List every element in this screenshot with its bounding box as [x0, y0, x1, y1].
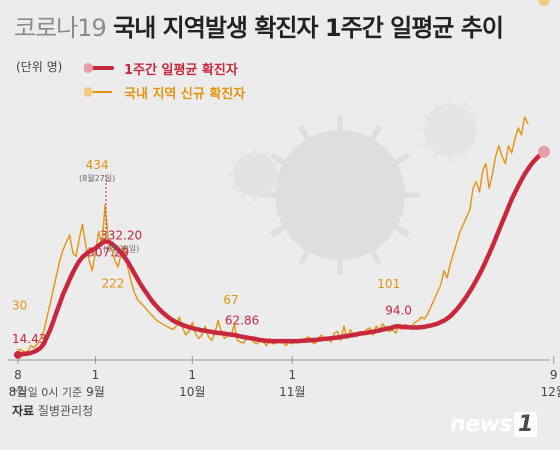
series-line-weekly-avg — [15, 149, 547, 358]
x-tick-day: 1 — [92, 368, 100, 382]
virus-spike — [298, 125, 310, 141]
virus-spike — [433, 151, 438, 158]
data-label: 434 — [86, 158, 109, 172]
virus-spike — [231, 160, 237, 165]
source-value: 질병관리청 — [37, 404, 94, 418]
virus-spike — [298, 249, 310, 265]
legend-avg-swatch — [84, 63, 114, 73]
title-prefix: 코로나19 — [14, 14, 107, 42]
x-tick-month: 12월 — [541, 385, 560, 399]
virus-spike — [370, 249, 382, 265]
data-label: 62.86 — [225, 314, 259, 328]
virus-spike — [231, 185, 237, 190]
virus-spike — [240, 193, 245, 199]
data-label: 101 — [377, 277, 400, 291]
x-tick-day: 1 — [188, 368, 196, 382]
virus-spike — [370, 125, 382, 141]
data-label: 583.1 — [495, 0, 546, 4]
virus-spike — [394, 225, 410, 237]
x-tick-month: 10월 — [179, 385, 205, 399]
virus-spike — [471, 142, 478, 147]
chart-title: 코로나19 국내 지역발생 확진자 1주간 일평균 추이 — [14, 8, 504, 43]
end-marker-daily — [538, 0, 550, 6]
virus-spike — [270, 153, 286, 165]
virus-spike — [270, 225, 286, 237]
virus-spike — [462, 102, 467, 109]
virus-spike — [240, 151, 245, 157]
data-label-note: (8월27일) — [79, 173, 115, 183]
data-label: 332.20 — [100, 228, 142, 242]
data-label: 67 — [223, 293, 238, 307]
virus-spike — [265, 151, 270, 157]
legend-avg-label: 1주간 일평균 확진자 — [124, 62, 238, 78]
x-tick-day: 9 — [550, 368, 558, 382]
source-line: 자료 질병관리청 — [12, 402, 93, 419]
legend-daily-swatch — [84, 87, 112, 97]
source-label: 자료 — [12, 404, 35, 418]
footnote: *각일 0시 기준 — [12, 386, 83, 399]
logo-text: news — [450, 412, 513, 437]
x-tick-day: 1 — [288, 368, 296, 382]
data-label: 30 — [12, 298, 27, 312]
virus-illustration-small — [233, 153, 277, 197]
virus-spike — [265, 193, 270, 199]
chart-legend: 1주간 일평균 확진자 국내 지역 신규 확진자 — [84, 56, 245, 104]
data-label: 662 — [510, 0, 543, 4]
virus-spike — [462, 151, 467, 158]
virus-illustration-small — [424, 104, 476, 156]
legend-item-daily: 국내 지역 신규 확진자 — [84, 80, 245, 104]
x-tick-month: 8월 — [9, 385, 28, 399]
x-tick-day: 8 — [14, 368, 22, 382]
data-label: 307.29 — [87, 245, 129, 259]
virus-spike — [273, 160, 279, 165]
news1-logo: news 1 — [450, 412, 537, 437]
end-marker-avg — [538, 145, 550, 158]
virus-spike — [471, 113, 478, 118]
unit-label: (단위 명) — [16, 60, 63, 74]
x-tick-month: 9월 — [86, 385, 105, 399]
virus-spike — [422, 113, 429, 118]
logo-mark: 1 — [514, 412, 537, 437]
virus-spike — [433, 102, 438, 109]
virus-illustration-large — [275, 130, 405, 260]
virus-spike — [273, 185, 279, 190]
title-main: 국내 지역발생 확진자 1주간 일평균 추이 — [113, 14, 504, 42]
data-label-note: (8월28일) — [103, 243, 139, 253]
data-label: 14.43 — [12, 332, 46, 346]
virus-spike — [394, 153, 410, 165]
start-marker-avg — [14, 350, 22, 359]
virus-spike — [422, 142, 429, 147]
data-label: 222 — [101, 277, 124, 291]
legend-item-avg: 1주간 일평균 확진자 — [84, 56, 245, 80]
data-label: 94.0 — [385, 303, 412, 317]
x-tick-month: 11월 — [279, 385, 305, 399]
legend-daily-label: 국내 지역 신규 확진자 — [124, 86, 246, 102]
series-line-daily-new — [17, 116, 529, 353]
